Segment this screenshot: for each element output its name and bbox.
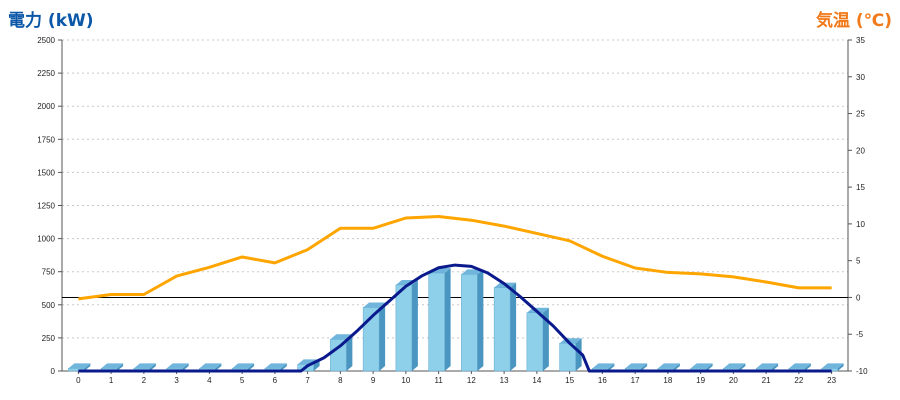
bar bbox=[461, 274, 478, 372]
bar-side bbox=[673, 363, 680, 371]
x-tick-label: 11 bbox=[434, 376, 443, 385]
left-tick-label: 0 bbox=[51, 367, 56, 376]
x-tick-label: 0 bbox=[76, 376, 81, 385]
bar-side bbox=[772, 363, 779, 371]
right-tick-label: 30 bbox=[856, 73, 865, 82]
right-tick-label: 25 bbox=[856, 110, 865, 119]
bar-side bbox=[182, 363, 189, 371]
right-tick-label: -10 bbox=[856, 367, 868, 376]
bar-top bbox=[264, 363, 287, 369]
bar bbox=[526, 312, 544, 372]
bar bbox=[428, 272, 445, 372]
right-tick-label: 0 bbox=[856, 293, 861, 302]
bar-side bbox=[510, 282, 517, 371]
right-axis-title: 気温 (℃) bbox=[815, 11, 892, 31]
bar-top bbox=[232, 363, 255, 369]
x-tick-label: 2 bbox=[142, 376, 147, 385]
bar-side bbox=[739, 363, 746, 371]
left-tick-label: 1750 bbox=[37, 135, 55, 144]
x-tick-label: 16 bbox=[598, 376, 607, 385]
bar-side bbox=[248, 363, 255, 371]
x-tick-label: 20 bbox=[729, 376, 738, 385]
right-tick-label: 20 bbox=[856, 146, 865, 155]
left-tick-label: 1250 bbox=[37, 202, 55, 211]
bar-side bbox=[706, 363, 713, 371]
left-axis-title: 電力 (kW) bbox=[8, 11, 94, 31]
x-tick-label: 9 bbox=[371, 376, 376, 385]
bar-top bbox=[657, 363, 680, 369]
left-tick-label: 500 bbox=[42, 301, 56, 310]
bar-side bbox=[575, 338, 582, 371]
x-tick-label: 4 bbox=[207, 376, 212, 385]
bar-top bbox=[363, 302, 386, 308]
bar-top bbox=[756, 363, 779, 369]
x-tick-label: 13 bbox=[500, 376, 509, 385]
left-tick-label: 2000 bbox=[37, 102, 55, 111]
left-tick-label: 1000 bbox=[37, 235, 55, 244]
bar-top bbox=[690, 363, 713, 369]
bar-top bbox=[821, 363, 844, 369]
left-tick-label: 2250 bbox=[37, 69, 55, 78]
bar bbox=[362, 307, 380, 372]
x-tick-label: 22 bbox=[794, 376, 803, 385]
bar-side bbox=[608, 363, 615, 371]
bar bbox=[330, 338, 347, 372]
left-tick-label: 250 bbox=[42, 334, 56, 343]
bar-side bbox=[346, 334, 353, 371]
left-tick-label: 2500 bbox=[37, 36, 55, 45]
x-tick-label: 23 bbox=[827, 376, 836, 385]
x-tick-label: 3 bbox=[174, 376, 179, 385]
bar-top bbox=[199, 363, 222, 369]
bar-top bbox=[68, 363, 91, 369]
right-tick-label: 5 bbox=[856, 257, 861, 266]
bar-side bbox=[280, 363, 287, 371]
x-tick-label: 10 bbox=[401, 376, 410, 385]
x-tick-label: 19 bbox=[696, 376, 705, 385]
left-tick-label: 750 bbox=[42, 268, 56, 277]
x-tick-label: 5 bbox=[240, 376, 245, 385]
bar-top bbox=[592, 363, 615, 369]
bar-top bbox=[625, 363, 648, 369]
bar-side bbox=[84, 363, 91, 371]
bar-side bbox=[477, 269, 484, 371]
right-tick-label: 10 bbox=[856, 220, 865, 229]
bar-side bbox=[804, 363, 811, 371]
bar-side bbox=[444, 268, 451, 371]
bar-top bbox=[166, 363, 189, 369]
left-tick-label: 1500 bbox=[37, 168, 55, 177]
x-tick-label: 17 bbox=[631, 376, 640, 385]
x-tick-label: 7 bbox=[305, 376, 310, 385]
right-tick-label: -5 bbox=[856, 330, 864, 339]
temperature-line bbox=[78, 215, 832, 301]
bar-side bbox=[313, 359, 320, 371]
power-line bbox=[78, 263, 832, 373]
x-tick-label: 14 bbox=[532, 376, 541, 385]
x-tick-label: 21 bbox=[762, 376, 771, 385]
right-tick-label: 15 bbox=[856, 183, 865, 192]
x-tick-label: 12 bbox=[467, 376, 476, 385]
bar-top bbox=[101, 363, 124, 369]
bar-side bbox=[215, 363, 222, 371]
bar bbox=[493, 287, 511, 372]
right-tick-label: 35 bbox=[856, 36, 865, 45]
bar-side bbox=[641, 363, 648, 371]
bar-side bbox=[837, 363, 844, 371]
bar-side bbox=[149, 363, 156, 371]
x-tick-label: 1 bbox=[109, 376, 114, 385]
x-tick-label: 8 bbox=[338, 376, 343, 385]
bar-top bbox=[723, 363, 746, 369]
bar-top bbox=[788, 363, 811, 369]
bar-side bbox=[117, 363, 124, 371]
bar-side bbox=[542, 307, 549, 371]
bar-side bbox=[411, 279, 418, 371]
x-tick-label: 15 bbox=[565, 376, 574, 385]
bar-side bbox=[379, 302, 386, 371]
x-tick-label: 18 bbox=[663, 376, 672, 385]
x-tick-label: 6 bbox=[273, 376, 278, 385]
bar-top bbox=[330, 334, 353, 340]
bar bbox=[395, 284, 413, 372]
bar-top bbox=[133, 363, 156, 369]
